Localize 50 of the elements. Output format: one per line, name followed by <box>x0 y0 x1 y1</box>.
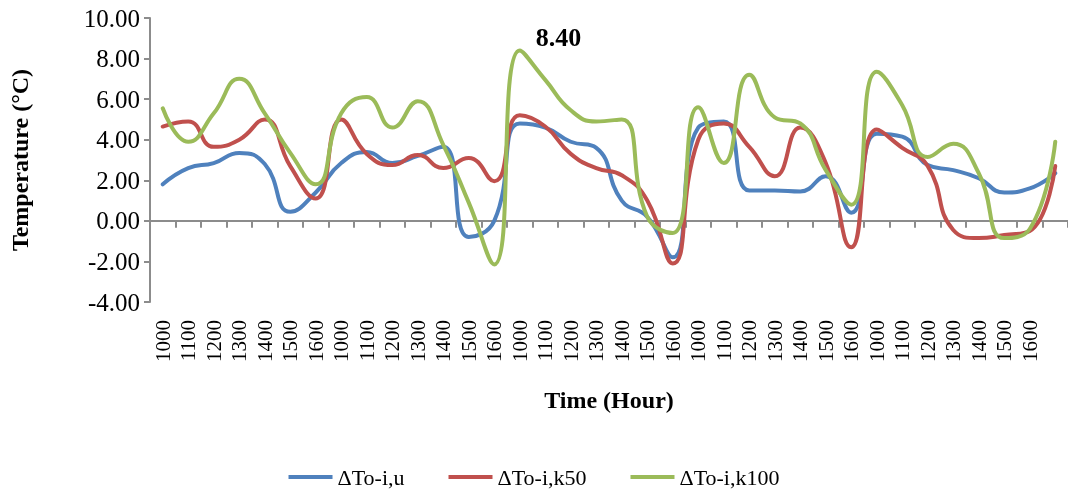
x-tick-label: 1300 <box>584 320 609 362</box>
y-tick-label: 0.00 <box>96 207 140 235</box>
x-tick-label: 1400 <box>788 320 813 362</box>
y-tick-label: -2.00 <box>87 247 140 275</box>
x-tick-label: 1200 <box>558 320 583 362</box>
y-tick-label: 8.00 <box>96 45 140 73</box>
x-tick-label: 1100 <box>711 320 736 362</box>
x-tick-label: 1400 <box>252 320 277 362</box>
y-tick-label: 4.00 <box>96 126 140 154</box>
x-tick-label: 1600 <box>839 320 864 362</box>
x-tick-label: 1500 <box>813 320 838 362</box>
x-tick-label: 1300 <box>405 320 430 362</box>
x-tick-label: 1100 <box>176 320 201 362</box>
x-tick-label: 1400 <box>431 320 456 362</box>
x-tick-label: 1000 <box>329 320 354 362</box>
x-tick-label: 1300 <box>227 320 252 362</box>
y-tick-label: -4.00 <box>87 288 140 316</box>
legend-label: ΔTo-i,k50 <box>497 464 587 490</box>
legend-label: ΔTo-i,k100 <box>679 464 780 490</box>
x-tick-label: 1100 <box>533 320 558 362</box>
x-axis-title: Time (Hour) <box>544 387 674 413</box>
y-tick-label: 2.00 <box>96 166 140 194</box>
x-tick-label: 1200 <box>737 320 762 362</box>
x-tick-label: 1500 <box>278 320 303 362</box>
y-axis-title: Temperature (°C) <box>7 68 33 252</box>
y-tick-label: 6.00 <box>96 85 140 113</box>
x-tick-label: 1100 <box>890 320 915 362</box>
x-tick-label: 1600 <box>303 320 328 362</box>
x-tick-label: 1200 <box>380 320 405 362</box>
x-tick-label: 1500 <box>992 320 1017 362</box>
x-tick-label: 1000 <box>507 320 532 362</box>
x-tick-label: 1200 <box>915 320 940 362</box>
data-label: 8.40 <box>535 22 582 52</box>
x-tick-label: 1600 <box>1017 320 1042 362</box>
x-tick-label: 1500 <box>456 320 481 362</box>
x-tick-label: 1600 <box>482 320 507 362</box>
x-tick-label: 1000 <box>686 320 711 362</box>
x-tick-label: 1400 <box>609 320 634 362</box>
legend-label: ΔTo-i,u <box>337 464 405 490</box>
x-tick-label: 1000 <box>150 320 175 362</box>
x-tick-label: 1300 <box>762 320 787 362</box>
x-tick-label: 1600 <box>660 320 685 362</box>
line-series <box>160 48 1058 267</box>
x-tick-label: 1500 <box>635 320 660 362</box>
x-tick-label: 1400 <box>966 320 991 362</box>
y-tick-label: 10.00 <box>83 4 140 32</box>
x-tick-label: 1100 <box>354 320 379 362</box>
x-tick-label: 1000 <box>864 320 889 362</box>
x-tick-label: 1200 <box>201 320 226 362</box>
x-tick-label: 1300 <box>941 320 966 362</box>
